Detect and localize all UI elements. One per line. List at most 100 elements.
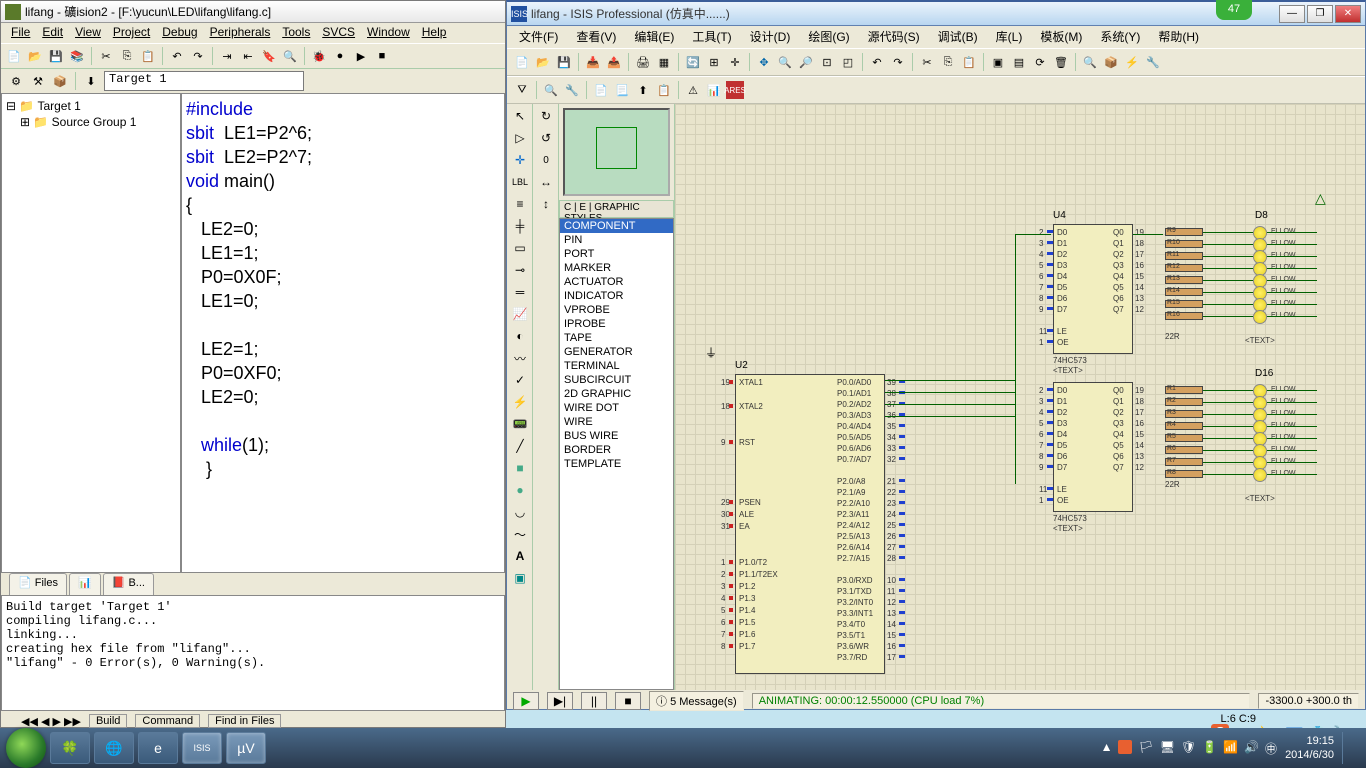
style-item-tape[interactable]: TAPE [560, 331, 673, 345]
notification-badge[interactable]: 47 [1216, 0, 1252, 20]
label-mode-icon[interactable]: LBL [509, 172, 531, 192]
terminal-icon[interactable]: ⊸ [509, 260, 531, 280]
status-messages[interactable]: ⓘ 5 Message(s) [649, 691, 744, 711]
selection-mode-icon[interactable]: ↖ [509, 106, 531, 126]
virtual-instr-icon[interactable]: 📟 [509, 414, 531, 434]
show-desktop-button[interactable] [1342, 732, 1352, 764]
translate-icon[interactable]: 📦 [51, 72, 69, 90]
style-item-wire-dot[interactable]: WIRE DOT [560, 401, 673, 415]
target-combo[interactable]: Target 1 [104, 71, 304, 91]
tab-regs[interactable]: 📊 [69, 573, 101, 595]
style-item-component[interactable]: COMPONENT [560, 219, 673, 233]
line-icon[interactable]: ╱ [509, 436, 531, 456]
keil-menu-view[interactable]: View [71, 25, 105, 41]
save-design-icon[interactable]: 💾 [555, 53, 573, 71]
styles-list[interactable]: COMPONENTPINPORTMARKERACTUATORINDICATORV… [559, 218, 674, 690]
import-icon[interactable]: 📥 [584, 53, 602, 71]
sim-pause-button[interactable]: || [581, 692, 607, 710]
isis-menu-help[interactable]: 帮助(H) [1154, 28, 1203, 46]
zoom-out-icon[interactable]: 🔎 [797, 53, 815, 71]
led-7[interactable] [1253, 310, 1267, 324]
cut2-icon[interactable]: ✂ [918, 53, 936, 71]
indent-icon[interactable]: ⇥ [218, 47, 236, 65]
paste-icon[interactable]: 📋 [139, 47, 157, 65]
graph-mode-icon[interactable]: 📈 [509, 304, 531, 324]
rebuild-icon[interactable]: ⚒ [29, 72, 47, 90]
tray-lang-icon[interactable]: ㊥ [1265, 740, 1277, 757]
block-move-icon[interactable]: ▤ [1010, 53, 1028, 71]
code-editor[interactable]: #include sbit LE1=P2^6; sbit LE2=P2^7; v… [181, 93, 505, 573]
task-ie-icon[interactable]: e [138, 732, 178, 764]
undo2-icon[interactable]: ↶ [868, 53, 886, 71]
tab-command[interactable]: Command [135, 714, 200, 728]
isis-menu-bar[interactable]: 文件(F) 查看(V) 编辑(E) 工具(T) 设计(D) 绘图(G) 源代码(… [507, 26, 1365, 48]
tray-monitor-icon[interactable]: 🖥 [1160, 740, 1175, 757]
keil-menu-project[interactable]: Project [109, 25, 154, 41]
style-item-actuator[interactable]: ACTUATOR [560, 275, 673, 289]
build-target-icon[interactable]: ⚙ [7, 72, 25, 90]
arc-icon[interactable]: ◡ [509, 502, 531, 522]
debug-icon[interactable]: 🐞 [310, 47, 328, 65]
style-item-generator[interactable]: GENERATOR [560, 345, 673, 359]
print-icon[interactable]: 🖨 [634, 53, 652, 71]
minimize-button[interactable]: — [1279, 5, 1305, 23]
refresh-icon[interactable]: 🔄 [684, 53, 702, 71]
pick-icon[interactable]: 🔍 [1081, 53, 1099, 71]
isis-menu-tools[interactable]: 工具(T) [688, 28, 735, 46]
schematic-canvas[interactable]: U2 19XTAL118XTAL29RST29PSEN30ALE31EA1P1.… [675, 104, 1365, 690]
style-item-template[interactable]: TEMPLATE [560, 457, 673, 471]
build-output[interactable]: Build target 'Target 1' compiling lifang… [1, 595, 505, 711]
export-icon[interactable]: 📤 [605, 53, 623, 71]
overview-minimap[interactable] [563, 108, 670, 196]
tree-root[interactable]: ⊟ 📁 Target 1 [6, 98, 176, 114]
style-item-marker[interactable]: MARKER [560, 261, 673, 275]
junction-mode-icon[interactable]: ✛ [509, 150, 531, 170]
subcircuit-icon[interactable]: ▭ [509, 238, 531, 258]
keil-menu-bar[interactable]: File Edit View Project Debug Peripherals… [1, 23, 505, 43]
mirror-v-icon[interactable]: ↕ [535, 194, 557, 214]
project-tree[interactable]: ⊟ 📁 Target 1 ⊞ 📁 Source Group 1 [1, 93, 181, 573]
tab-find[interactable]: Find in Files [208, 714, 281, 728]
new-file-icon[interactable]: 📄 [5, 47, 23, 65]
component-mode-icon[interactable]: ▷ [509, 128, 531, 148]
zoom-area-icon[interactable]: ◰ [839, 53, 857, 71]
isis-menu-view[interactable]: 查看(V) [572, 28, 620, 46]
zoom-in-icon[interactable]: 🔍 [776, 53, 794, 71]
keil-menu-window[interactable]: Window [363, 25, 414, 41]
generator-icon[interactable]: 〰 [509, 348, 531, 368]
bookmark-icon[interactable]: 🔖 [260, 47, 278, 65]
box-icon[interactable]: ■ [509, 458, 531, 478]
text-script-icon[interactable]: ≡ [509, 194, 531, 214]
grid-icon[interactable]: ⊞ [705, 53, 723, 71]
tray-sogou-icon[interactable] [1118, 740, 1132, 754]
property-icon[interactable]: 🔧 [563, 81, 581, 99]
netlist-icon[interactable]: 📊 [705, 81, 723, 99]
isis-menu-source[interactable]: 源代码(S) [864, 28, 924, 46]
tray-volume-icon[interactable]: 🔊 [1244, 740, 1259, 757]
keil-menu-svcs[interactable]: SVCS [318, 25, 359, 41]
find-icon[interactable]: 🔍 [281, 47, 299, 65]
tab-books[interactable]: 📕 B... [103, 573, 154, 595]
style-item-bus-wire[interactable]: BUS WIRE [560, 429, 673, 443]
new-design-icon[interactable]: 📄 [513, 53, 531, 71]
style-item-subcircuit[interactable]: SUBCIRCUIT [560, 373, 673, 387]
tree-source-group[interactable]: ⊞ 📁 Source Group 1 [6, 114, 176, 130]
isis-menu-edit[interactable]: 编辑(E) [630, 28, 678, 46]
style-item-2d-graphic[interactable]: 2D GRAPHIC [560, 387, 673, 401]
cut-icon[interactable]: ✂ [97, 47, 115, 65]
sim-stop-button[interactable]: ■ [615, 692, 641, 710]
block-rotate-icon[interactable]: ⟳ [1031, 53, 1049, 71]
block-delete-icon[interactable]: 🗑 [1052, 53, 1070, 71]
current-probe-icon[interactable]: ⚡ [509, 392, 531, 412]
copy-icon[interactable]: ⎘ [118, 47, 136, 65]
run-icon[interactable]: ▶ [352, 47, 370, 65]
search-icon[interactable]: 🔍 [542, 81, 560, 99]
save-all-icon[interactable]: 📚 [68, 47, 86, 65]
tray-up-icon[interactable]: ▲ [1101, 740, 1113, 757]
keil-menu-help[interactable]: Help [418, 25, 451, 41]
isis-menu-file[interactable]: 文件(F) [515, 28, 562, 46]
mirror-h-icon[interactable]: ↔ [535, 172, 557, 192]
erc-icon[interactable]: ⚠ [684, 81, 702, 99]
wrench-icon[interactable]: 🔧 [1144, 53, 1162, 71]
copy2-icon[interactable]: ⎘ [939, 53, 957, 71]
